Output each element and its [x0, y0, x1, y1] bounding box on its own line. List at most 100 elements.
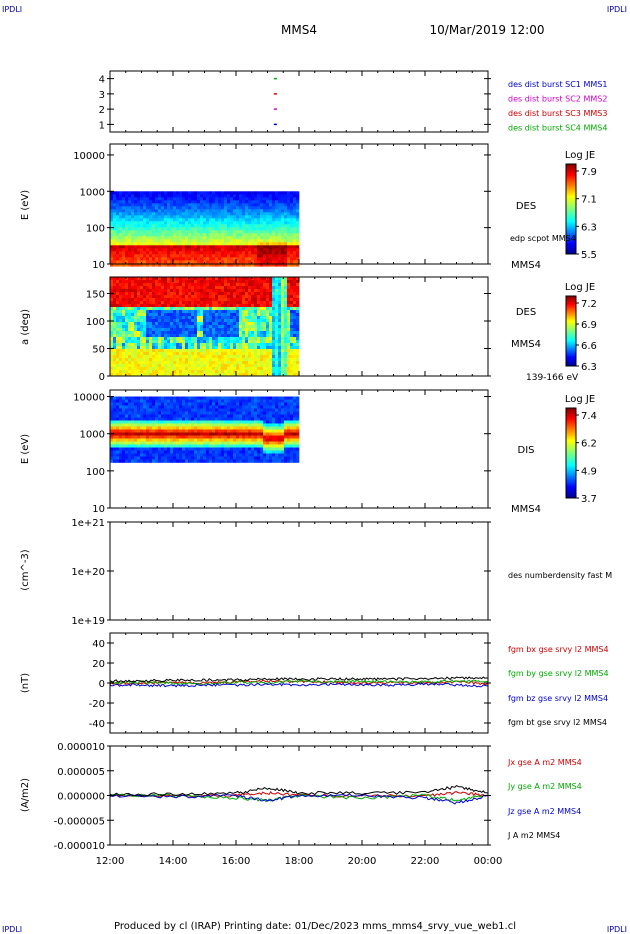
colorbar-tick-label: 7.1 [581, 195, 597, 206]
legend-entry: fgm by gse srvy l2 MMS4 [508, 669, 609, 678]
panel-side-label: MMS4 [511, 339, 541, 350]
y-tick-label: 3 [99, 90, 105, 101]
y-tick-label: 10 [92, 504, 105, 515]
series-line [109, 785, 489, 797]
y-tick-label: 1000 [80, 187, 105, 198]
panel-frame-density [109, 521, 489, 621]
y-tick-label: 40 [92, 639, 105, 650]
x-tick-label: 18:00 [285, 856, 314, 867]
y-tick-label: 10000 [73, 151, 105, 162]
y-tick-label: 100 [86, 467, 105, 478]
legend-entry: fgm bt gse srvy l2 MMS4 [508, 718, 607, 727]
y-tick-label: 0 [99, 679, 105, 690]
y-tick-label: -20 [89, 699, 105, 710]
panel-side-label: DES [516, 307, 536, 318]
y-tick-label: 50 [92, 345, 105, 356]
legend-entry: fgm bz gse srvy l2 MMS4 [508, 694, 608, 703]
y-axis-label: E (eV) [20, 190, 31, 220]
panel-side-label: 139-166 eV [526, 373, 579, 383]
colorbar-tick-label: 3.7 [581, 494, 597, 505]
colorbar-tick-label: 6.3 [581, 362, 597, 373]
y-tick-label: 0.000000 [57, 792, 105, 803]
colorbar [565, 295, 577, 367]
y-axis-label: (A/m2) [20, 778, 31, 812]
y-tick-label: -0.000005 [54, 816, 105, 827]
panel-side-label: edp scpot MMS4 [510, 234, 576, 243]
panel-side-label: DIS [518, 445, 535, 456]
y-tick-label: 1e+19 [71, 616, 105, 627]
legend-entry: Jy gse A m2 MMS4 [507, 782, 582, 791]
y-tick-label: 4 [99, 75, 105, 86]
y-tick-label: 1 [99, 120, 105, 131]
spectrogram-des-energy [110, 191, 300, 267]
legend-entry: des dist burst SC2 MMS2 [508, 95, 607, 104]
colorbar-tick-label: 7.9 [581, 167, 597, 178]
y-tick-label: 0.000010 [57, 742, 105, 753]
panel-frame-burst-availability [109, 70, 489, 133]
colorbar-label: Log JE [565, 150, 595, 161]
legend-entry: des dist burst SC4 MMS4 [508, 124, 607, 133]
colorbar-label: Log JE [565, 282, 595, 293]
spacecraft-title: MMS4 [281, 23, 317, 37]
x-tick-label: 20:00 [348, 856, 377, 867]
colorbar-tick-label: 4.9 [581, 466, 597, 477]
series-line [109, 676, 488, 683]
y-axis-label: E (eV) [20, 434, 31, 464]
panel-side-label: MMS4 [511, 504, 541, 515]
colorbar [565, 407, 577, 499]
colorbar-tick-label: 7.4 [581, 411, 597, 422]
y-tick-label: 2 [99, 105, 105, 116]
x-tick-label: 16:00 [222, 856, 251, 867]
series-line [109, 793, 489, 805]
colorbar [565, 163, 577, 255]
colorbar-tick-label: 6.3 [581, 222, 597, 233]
y-tick-label: 100 [86, 317, 105, 328]
panel-side-label: des numberdensity fast M [508, 571, 612, 580]
corner-label-top-left: IPDLI [2, 5, 22, 14]
y-axis-label: a (deg) [20, 309, 31, 345]
corner-label-bottom-left: IPDLI [2, 925, 22, 934]
spectrogram-des-pitch-angle [110, 277, 300, 377]
corner-label-bottom-right: IPDLI [607, 925, 627, 934]
corner-label-top-right: IPDLI [607, 5, 627, 14]
spectrogram-dis-energy [110, 396, 300, 463]
colorbar-tick-label: 7.2 [581, 299, 597, 310]
legend-entry: fgm bx gse srvy l2 MMS4 [508, 645, 609, 654]
y-tick-label: 1000 [80, 430, 105, 441]
y-tick-label: 0.000005 [57, 767, 105, 778]
colorbar-tick-label: 6.2 [581, 439, 597, 450]
x-tick-label: 00:00 [474, 856, 503, 867]
series-line [109, 682, 489, 688]
y-tick-label: 1e+21 [71, 518, 105, 529]
panel-side-label: MMS4 [511, 260, 541, 271]
legend-entry: J A m2 MMS4 [507, 831, 560, 840]
colorbar-tick-label: 6.6 [581, 341, 597, 352]
x-tick-label: 14:00 [159, 856, 188, 867]
panel-side-label: DES [516, 201, 536, 212]
legend-entry: Jx gse A m2 MMS4 [507, 758, 582, 767]
colorbar-tick-label: 6.9 [581, 320, 597, 331]
colorbar-label: Log JE [565, 394, 595, 405]
series-line [109, 790, 489, 798]
legend-entry: des dist burst SC1 MMS1 [508, 80, 607, 89]
x-tick-label: 12:00 [96, 856, 125, 867]
y-tick-label: 10000 [73, 393, 105, 404]
y-tick-label: 150 [86, 290, 105, 301]
legend-entry: des dist burst SC3 MMS3 [508, 109, 607, 118]
series-line [109, 679, 489, 686]
legend-entry: Jz gse A m2 MMS4 [507, 807, 581, 816]
y-axis-label: (nT) [20, 673, 31, 693]
y-axis-label: (cm^-3) [20, 549, 31, 590]
y-tick-label: 20 [92, 659, 105, 670]
y-tick-label: 100 [86, 224, 105, 235]
y-tick-label: -0.000010 [54, 841, 105, 852]
datetime-title: 10/Mar/2019 12:00 [430, 23, 545, 37]
x-tick-label: 22:00 [411, 856, 440, 867]
y-tick-label: -40 [89, 719, 105, 730]
footer-text: Produced by cl (IRAP) Printing date: 01/… [114, 921, 516, 932]
y-tick-label: 10 [92, 260, 105, 271]
colorbar-tick-label: 5.5 [581, 250, 597, 261]
y-tick-label: 0 [99, 372, 105, 383]
